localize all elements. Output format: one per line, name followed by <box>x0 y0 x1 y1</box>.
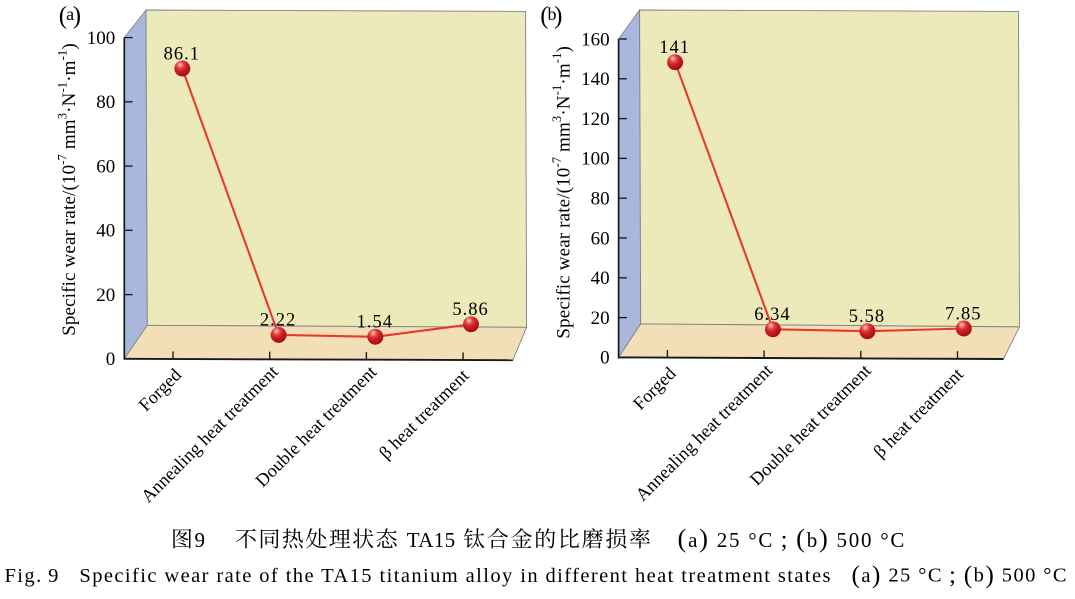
svg-text:6.34: 6.34 <box>754 305 790 325</box>
svg-text:80: 80 <box>96 92 115 113</box>
svg-text:1.54: 1.54 <box>357 313 393 333</box>
svg-text:(a): (a) <box>59 2 81 29</box>
svg-text:141: 141 <box>659 38 690 58</box>
svg-text:Specific wear rate/(10-7 mm3·N: Specific wear rate/(10-7 mm3·N-1·m-1) <box>56 43 81 336</box>
svg-text:60: 60 <box>591 228 610 249</box>
svg-text:60: 60 <box>96 156 115 177</box>
svg-text:(b): (b) <box>540 2 562 29</box>
svg-text:120: 120 <box>581 109 610 130</box>
svg-text:160: 160 <box>581 29 610 50</box>
svg-text:9: 9 <box>195 528 206 552</box>
svg-text:2.22: 2.22 <box>260 311 296 331</box>
svg-text:80: 80 <box>591 189 610 210</box>
svg-text:7.85: 7.85 <box>945 304 981 324</box>
svg-text:86.1: 86.1 <box>164 44 200 64</box>
svg-text:100: 100 <box>581 149 610 170</box>
svg-text:0: 0 <box>106 349 116 370</box>
svg-text:140: 140 <box>581 69 610 90</box>
svg-text:TA15: TA15 <box>407 528 456 552</box>
svg-text:Fig. 9 Specific wear rate of: Fig. 9 Specific wear rate of the TA15 ti… <box>5 560 1069 589</box>
svg-text:Specific wear rate/(10-7 mm3·N: Specific wear rate/(10-7 mm3·N-1·m-1) <box>550 46 575 339</box>
svg-text:0: 0 <box>600 348 610 369</box>
svg-text:40: 40 <box>591 268 610 289</box>
svg-text:(a) 25 °C ; (b) 500 °C: (a) 25 °C ; (b) 500 °C <box>678 523 907 553</box>
svg-text:20: 20 <box>96 285 115 306</box>
svg-text:5.86: 5.86 <box>452 300 488 320</box>
svg-text:20: 20 <box>591 308 610 329</box>
svg-text:5.58: 5.58 <box>849 307 885 327</box>
svg-text:100: 100 <box>87 28 116 49</box>
svg-text:40: 40 <box>96 221 115 242</box>
